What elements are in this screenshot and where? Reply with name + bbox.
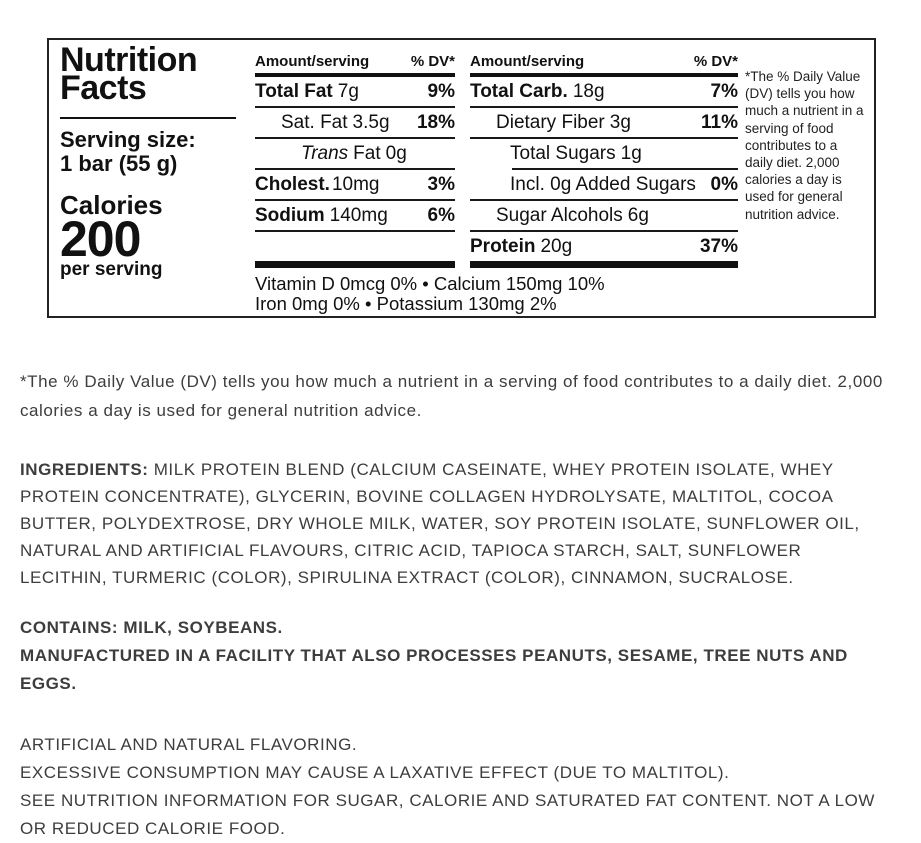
nutrient-amount: 3.5g	[352, 111, 390, 133]
row-sugar-alcohols: Sugar Alcohols 6g	[470, 201, 738, 230]
column-header: Amount/serving % DV*	[255, 50, 455, 70]
nutrient-name: Cholest.	[255, 173, 330, 195]
nutrient-name: Total Fat	[255, 80, 333, 102]
nutrient-dv: 6%	[427, 204, 455, 226]
nutrient-amount: 10mg	[331, 173, 380, 195]
facility-statement: MANUFACTURED IN A FACILITY THAT ALSO PRO…	[20, 646, 848, 693]
row-divider	[255, 168, 455, 170]
nutrient-name: Protein	[470, 235, 536, 257]
nutrient-column-2: Amount/serving % DV* Total Carb. 18g 7% …	[470, 50, 738, 268]
header-percent-dv: % DV*	[693, 53, 738, 70]
nutrient-name: Total Sugars	[510, 142, 616, 164]
serving-size-label: Serving size:	[60, 127, 196, 152]
laxative-warning: EXCESSIVE CONSUMPTION MAY CAUSE A LAXATI…	[20, 763, 730, 782]
nutrient-amount: 18g	[572, 80, 605, 102]
nutrient-name: Dietary Fiber	[496, 111, 605, 133]
nutrient-amount: 7g	[337, 80, 359, 102]
dv-footnote-column: *The % Daily Value (DV) tells you how mu…	[745, 69, 864, 222]
nutrient-name: Sat. Fat	[281, 111, 348, 133]
row-divider-indented	[512, 168, 738, 170]
header-amount-serving: Amount/serving	[255, 53, 370, 70]
nutrient-amount: 1g	[620, 142, 642, 164]
micronutrients: Vitamin D 0mcg 0% • Calcium 150mg 10% Ir…	[255, 274, 738, 314]
nutrient-dv: 37%	[699, 235, 738, 257]
nutrient-name: Incl. 0g Added Sugars	[510, 173, 696, 195]
title-divider	[60, 117, 236, 119]
row-divider	[255, 199, 455, 201]
nutrient-dv: 11%	[701, 111, 738, 133]
nutrient-name: Fat	[353, 142, 381, 164]
ingredients-label: INGREDIENTS:	[20, 460, 149, 479]
calories-label: Calories	[60, 190, 163, 220]
serving-size-value: 1 bar (55 g)	[60, 151, 178, 176]
nutrient-dv: 18%	[416, 111, 455, 133]
column-bottom-bar	[255, 261, 455, 268]
row-divider	[470, 199, 738, 201]
row-total-carb: Total Carb. 18g 7%	[470, 77, 738, 106]
label-title-line2: Facts	[60, 69, 147, 107]
row-divider	[255, 137, 455, 139]
row-cholesterol: Cholest. 10mg 3%	[255, 170, 455, 199]
header-bar	[470, 73, 738, 77]
nutrient-dv: 7%	[710, 80, 738, 102]
column-bottom-bar	[470, 261, 738, 268]
row-protein: Protein 20g 37%	[470, 232, 738, 261]
nutrient-amount: 0g	[385, 142, 407, 164]
nutrient-name: Sugar Alcohols	[496, 204, 623, 226]
row-divider	[470, 137, 738, 139]
contains-statement: CONTAINS: MILK, SOYBEANS.	[20, 618, 283, 637]
label-nutrient-section: Amount/serving % DV* Total Fat 7g 9% Sat…	[255, 40, 738, 316]
row-added-sugars: Incl. 0g Added Sugars 0%	[470, 170, 738, 199]
label-left-column: Nutrition Facts Serving size: 1 bar (55 …	[49, 40, 240, 316]
product-info-text: *The % Daily Value (DV) tells you how mu…	[0, 318, 921, 843]
header-amount-serving: Amount/serving	[470, 53, 585, 70]
nutrient-name-italic: Trans	[301, 142, 349, 164]
micronutrients-line1: Vitamin D 0mcg 0% • Calcium 150mg 10%	[255, 273, 605, 294]
nutrient-name: Sodium	[255, 204, 325, 226]
row-divider	[255, 106, 455, 108]
row-divider	[255, 230, 455, 232]
nutrient-dv: 3%	[427, 173, 455, 195]
nutrient-name: Total Carb.	[470, 80, 568, 102]
label-title: Nutrition Facts	[60, 41, 240, 107]
allergen-paragraph: CONTAINS: MILK, SOYBEANS. MANUFACTURED I…	[20, 614, 895, 698]
ingredients-text: MILK PROTEIN BLEND (CALCIUM CASEINATE, W…	[20, 460, 860, 587]
row-divider	[470, 230, 738, 232]
column-header: Amount/serving % DV*	[470, 50, 738, 70]
see-nutrition-statement: SEE NUTRITION INFORMATION FOR SUGAR, CAL…	[20, 791, 875, 838]
calories-unit: per serving	[60, 259, 163, 280]
daily-value-note: *The % Daily Value (DV) tells you how mu…	[20, 372, 883, 420]
row-trans-fat: Trans Fat 0g	[255, 139, 455, 168]
warnings-paragraph: ARTIFICIAL AND NATURAL FLAVORING. EXCESS…	[20, 731, 895, 843]
row-dietary-fiber: Dietary Fiber 3g 11%	[470, 108, 738, 137]
ingredients-paragraph: INGREDIENTS: MILK PROTEIN BLEND (CALCIUM…	[20, 456, 890, 591]
label-title-line1: Nutrition	[60, 41, 198, 79]
flavoring-statement: ARTIFICIAL AND NATURAL FLAVORING.	[20, 735, 358, 754]
header-bar	[255, 73, 455, 77]
header-percent-dv: % DV*	[410, 53, 455, 70]
nutrient-amount: 6g	[627, 204, 649, 226]
calories-value: 200	[60, 211, 141, 267]
row-total-sugars: Total Sugars 1g	[470, 139, 738, 168]
nutrient-amount: 140mg	[329, 204, 388, 226]
nutrient-column-1: Amount/serving % DV* Total Fat 7g 9% Sat…	[255, 50, 455, 268]
serving-size: Serving size: 1 bar (55 g)	[60, 128, 240, 176]
nutrient-dv: 0%	[710, 173, 738, 195]
nutrient-amount: 20g	[540, 235, 573, 257]
row-sat-fat: Sat. Fat 3.5g 18%	[255, 108, 455, 137]
nutrient-dv: 9%	[427, 80, 455, 102]
row-sodium: Sodium 140mg 6%	[255, 201, 455, 230]
nutrient-amount: 3g	[609, 111, 631, 133]
row-total-fat: Total Fat 7g 9%	[255, 77, 455, 106]
row-divider	[470, 106, 738, 108]
micronutrients-line2: Iron 0mg 0% • Potassium 130mg 2%	[255, 293, 557, 314]
nutrition-facts-label: Nutrition Facts Serving size: 1 bar (55 …	[47, 38, 876, 318]
